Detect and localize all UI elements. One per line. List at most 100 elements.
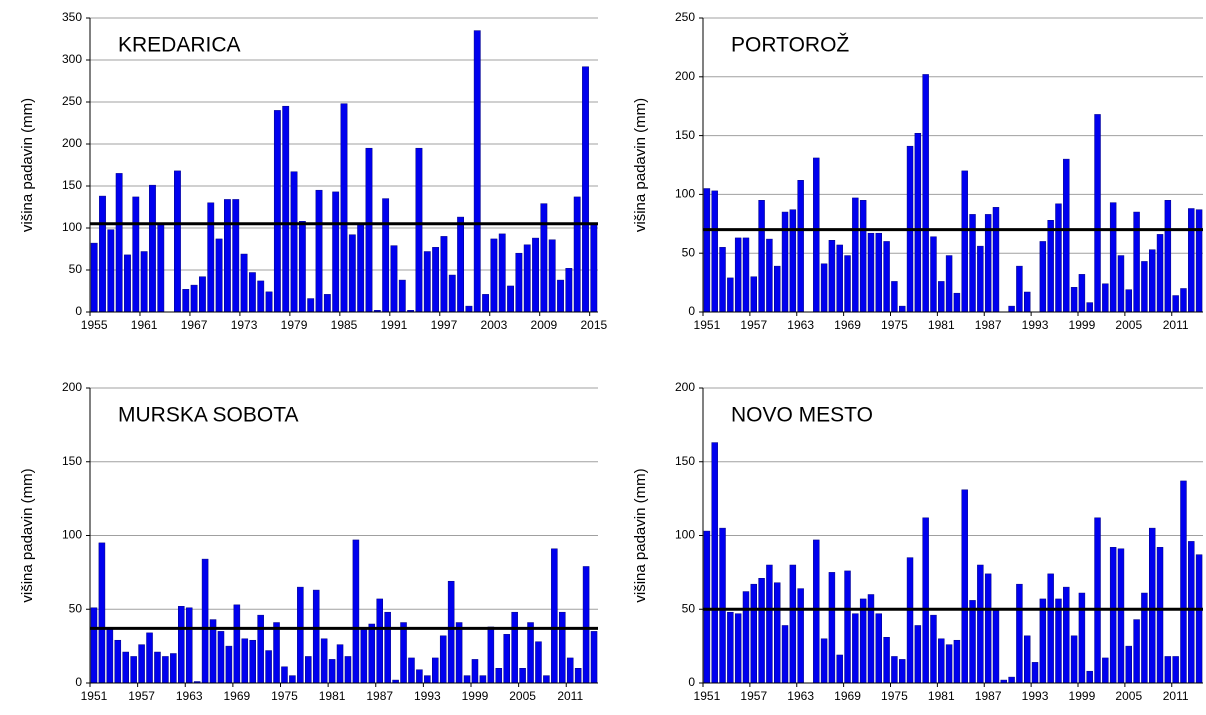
- bar: [515, 252, 523, 313]
- bar: [734, 237, 742, 313]
- bar: [298, 221, 306, 313]
- bar: [582, 66, 589, 313]
- bar: [540, 203, 548, 313]
- bar: [914, 132, 922, 313]
- bar: [1031, 662, 1039, 684]
- bar: [734, 613, 742, 684]
- bar: [590, 631, 598, 684]
- bar: [328, 659, 336, 684]
- bar: [115, 173, 123, 313]
- bar: [132, 196, 140, 313]
- bar: [820, 638, 828, 684]
- bar: [844, 255, 851, 313]
- y-tick-label: 150: [675, 454, 695, 468]
- bar: [582, 566, 590, 684]
- bar: [559, 611, 566, 684]
- y-axis-label: višina padavin (mm): [632, 98, 649, 232]
- bar: [344, 656, 352, 684]
- bar: [938, 281, 945, 313]
- bar: [883, 241, 890, 313]
- bar: [742, 237, 750, 313]
- bar: [1149, 249, 1156, 313]
- x-tick-label: 1975: [271, 689, 298, 703]
- bar: [257, 614, 264, 684]
- bar: [551, 548, 558, 684]
- bar: [1039, 241, 1047, 313]
- bar: [1141, 261, 1148, 313]
- y-tick-label: 50: [69, 262, 83, 276]
- y-tick-label: 150: [675, 128, 695, 142]
- bar: [527, 622, 534, 684]
- bar: [114, 639, 122, 684]
- bar: [969, 600, 976, 684]
- bar: [223, 199, 231, 313]
- bar: [360, 628, 368, 684]
- x-tick-label: 1993: [414, 689, 441, 703]
- bar: [859, 598, 867, 684]
- bar: [1016, 265, 1023, 313]
- bar: [408, 657, 415, 684]
- bar: [750, 583, 757, 684]
- bar: [523, 244, 531, 313]
- bar: [867, 232, 875, 313]
- x-tick-label: 1985: [331, 318, 358, 332]
- bar: [1133, 211, 1140, 313]
- bar: [774, 265, 781, 313]
- bar: [844, 570, 851, 684]
- bar: [1195, 554, 1203, 684]
- y-tick-label: 50: [682, 601, 696, 615]
- x-tick-label: 1981: [928, 318, 955, 332]
- bar: [836, 654, 843, 684]
- bar: [416, 669, 423, 684]
- bar: [265, 291, 273, 313]
- bar: [241, 638, 249, 684]
- bar: [424, 675, 431, 684]
- y-tick-label: 100: [675, 187, 695, 201]
- bar: [574, 668, 582, 684]
- bar: [922, 74, 929, 313]
- y-tick-label: 200: [675, 69, 695, 83]
- x-tick-label: 1999: [462, 689, 489, 703]
- y-tick-label: 0: [688, 675, 695, 689]
- bar: [742, 591, 750, 684]
- bar: [376, 598, 383, 684]
- y-axis-label: višina padavin (mm): [632, 468, 649, 602]
- bar: [1109, 547, 1117, 684]
- bar: [90, 242, 98, 313]
- y-tick-label: 150: [62, 454, 82, 468]
- panel-title: KREDARICA: [118, 34, 241, 57]
- bar: [1141, 592, 1148, 684]
- bar: [1008, 305, 1015, 313]
- bar: [122, 651, 129, 684]
- bar: [828, 572, 836, 684]
- x-tick-label: 1961: [131, 318, 158, 332]
- bar: [225, 645, 233, 684]
- bar: [1125, 289, 1132, 313]
- x-tick-label: 1967: [181, 318, 208, 332]
- bar: [320, 638, 328, 684]
- bar: [199, 276, 206, 313]
- bar: [519, 668, 526, 684]
- bar: [891, 281, 898, 313]
- bar: [447, 580, 455, 684]
- x-tick-label: 1987: [366, 689, 393, 703]
- bar: [1102, 283, 1109, 313]
- x-tick-label: 1981: [319, 689, 346, 703]
- x-tick-label: 1973: [231, 318, 258, 332]
- bar: [984, 573, 992, 684]
- bar: [557, 279, 564, 313]
- bar: [1180, 480, 1187, 684]
- x-tick-label: 1979: [281, 318, 308, 332]
- x-tick-label: 1969: [834, 318, 861, 332]
- bar: [1164, 200, 1172, 313]
- bar: [140, 251, 148, 313]
- bar: [178, 606, 185, 684]
- bar: [265, 650, 272, 684]
- bar: [789, 209, 797, 313]
- bar: [248, 272, 256, 313]
- bar: [390, 245, 398, 313]
- bar: [1047, 220, 1054, 313]
- bar: [820, 263, 828, 313]
- bar: [1172, 656, 1179, 684]
- bar: [423, 251, 431, 313]
